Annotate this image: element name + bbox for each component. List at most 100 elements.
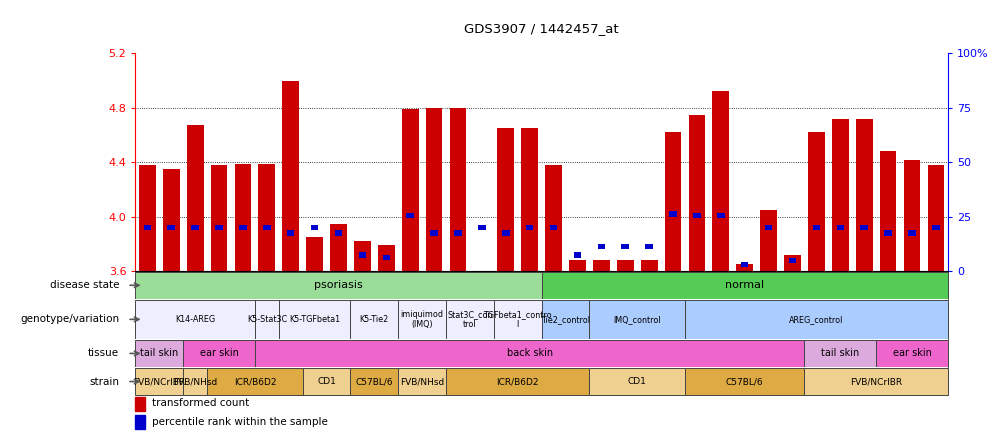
FancyBboxPatch shape [589, 300, 684, 339]
FancyBboxPatch shape [804, 368, 947, 395]
Bar [931, 225, 939, 230]
FancyBboxPatch shape [135, 368, 183, 395]
Text: genotype/variation: genotype/variation [20, 314, 119, 325]
Text: strain: strain [89, 377, 119, 387]
FancyBboxPatch shape [589, 368, 684, 395]
Bar [287, 230, 295, 236]
Bar [215, 225, 222, 230]
Bar [860, 225, 867, 230]
Text: C57BL/6: C57BL/6 [355, 377, 393, 386]
Text: tail skin: tail skin [821, 349, 859, 358]
Bar [836, 225, 844, 230]
Bar [497, 128, 514, 271]
Bar [884, 230, 891, 236]
Bar [616, 260, 633, 271]
Bar [765, 225, 772, 230]
Bar [167, 225, 174, 230]
Bar [621, 244, 628, 250]
Text: tail skin: tail skin [140, 349, 178, 358]
FancyBboxPatch shape [183, 368, 206, 395]
Bar [306, 237, 323, 271]
Bar [644, 244, 652, 250]
Bar [735, 265, 753, 271]
FancyBboxPatch shape [541, 272, 947, 299]
Bar [568, 260, 585, 271]
Text: disease state: disease state [50, 280, 119, 290]
Text: percentile rank within the sample: percentile rank within the sample [151, 417, 328, 427]
Bar [354, 241, 371, 271]
Text: CD1: CD1 [627, 377, 646, 386]
FancyBboxPatch shape [135, 272, 541, 299]
Bar [808, 132, 824, 271]
Bar [664, 132, 680, 271]
FancyBboxPatch shape [183, 340, 255, 367]
Text: IMQ_control: IMQ_control [613, 315, 660, 324]
Text: Stat3C_con
trol: Stat3C_con trol [447, 309, 492, 329]
Text: back skin: back skin [506, 349, 552, 358]
Bar [378, 246, 394, 271]
Bar [573, 252, 580, 258]
Text: FVB/NCrIBR: FVB/NCrIBR [133, 377, 185, 386]
FancyBboxPatch shape [135, 340, 183, 367]
Bar [879, 151, 896, 271]
Bar [812, 225, 820, 230]
Bar [382, 255, 390, 260]
Bar [473, 271, 490, 305]
Text: FVB/NCrIBR: FVB/NCrIBR [850, 377, 902, 386]
Bar [162, 169, 179, 271]
FancyBboxPatch shape [493, 300, 541, 339]
Bar [430, 230, 438, 236]
FancyBboxPatch shape [303, 368, 350, 395]
Text: tissue: tissue [88, 349, 119, 358]
FancyBboxPatch shape [804, 340, 876, 367]
Bar [711, 91, 728, 271]
FancyBboxPatch shape [398, 300, 446, 339]
Bar [139, 165, 155, 271]
Bar [927, 165, 943, 271]
Bar [668, 211, 676, 217]
FancyBboxPatch shape [446, 368, 589, 395]
Text: transformed count: transformed count [151, 398, 248, 408]
Bar [330, 224, 347, 271]
FancyBboxPatch shape [255, 340, 804, 367]
Bar [425, 108, 442, 271]
Bar [259, 164, 275, 271]
Bar [238, 225, 246, 230]
FancyBboxPatch shape [541, 300, 589, 339]
Text: CD1: CD1 [317, 377, 336, 386]
Text: K5-Tie2: K5-Tie2 [360, 315, 389, 324]
Bar [831, 119, 848, 271]
Bar [191, 225, 198, 230]
Bar [903, 159, 920, 271]
Bar [545, 165, 561, 271]
Bar [502, 230, 509, 236]
Bar [234, 164, 252, 271]
Text: ICR/B6D2: ICR/B6D2 [233, 377, 276, 386]
Text: ear skin: ear skin [199, 349, 238, 358]
Text: FVB/NHsd: FVB/NHsd [173, 377, 217, 386]
FancyBboxPatch shape [350, 300, 398, 339]
Text: imiquimod
(IMQ): imiquimod (IMQ) [400, 309, 443, 329]
Bar [908, 230, 915, 236]
Text: K14-AREG: K14-AREG [175, 315, 215, 324]
Bar [135, 397, 145, 411]
Bar [716, 213, 723, 218]
Bar [143, 225, 151, 230]
Bar [521, 128, 537, 271]
Bar [283, 80, 299, 271]
Bar [788, 258, 796, 263]
FancyBboxPatch shape [279, 300, 350, 339]
Bar [688, 115, 704, 271]
FancyBboxPatch shape [206, 368, 303, 395]
FancyBboxPatch shape [135, 300, 255, 339]
Bar [760, 210, 777, 271]
Bar [692, 213, 700, 218]
Bar [549, 225, 557, 230]
Bar [855, 119, 872, 271]
FancyBboxPatch shape [446, 300, 493, 339]
FancyBboxPatch shape [684, 300, 947, 339]
Text: FVB/NHsd: FVB/NHsd [400, 377, 444, 386]
Bar [592, 260, 609, 271]
Bar [478, 225, 485, 230]
Text: K5-Stat3C: K5-Stat3C [246, 315, 287, 324]
